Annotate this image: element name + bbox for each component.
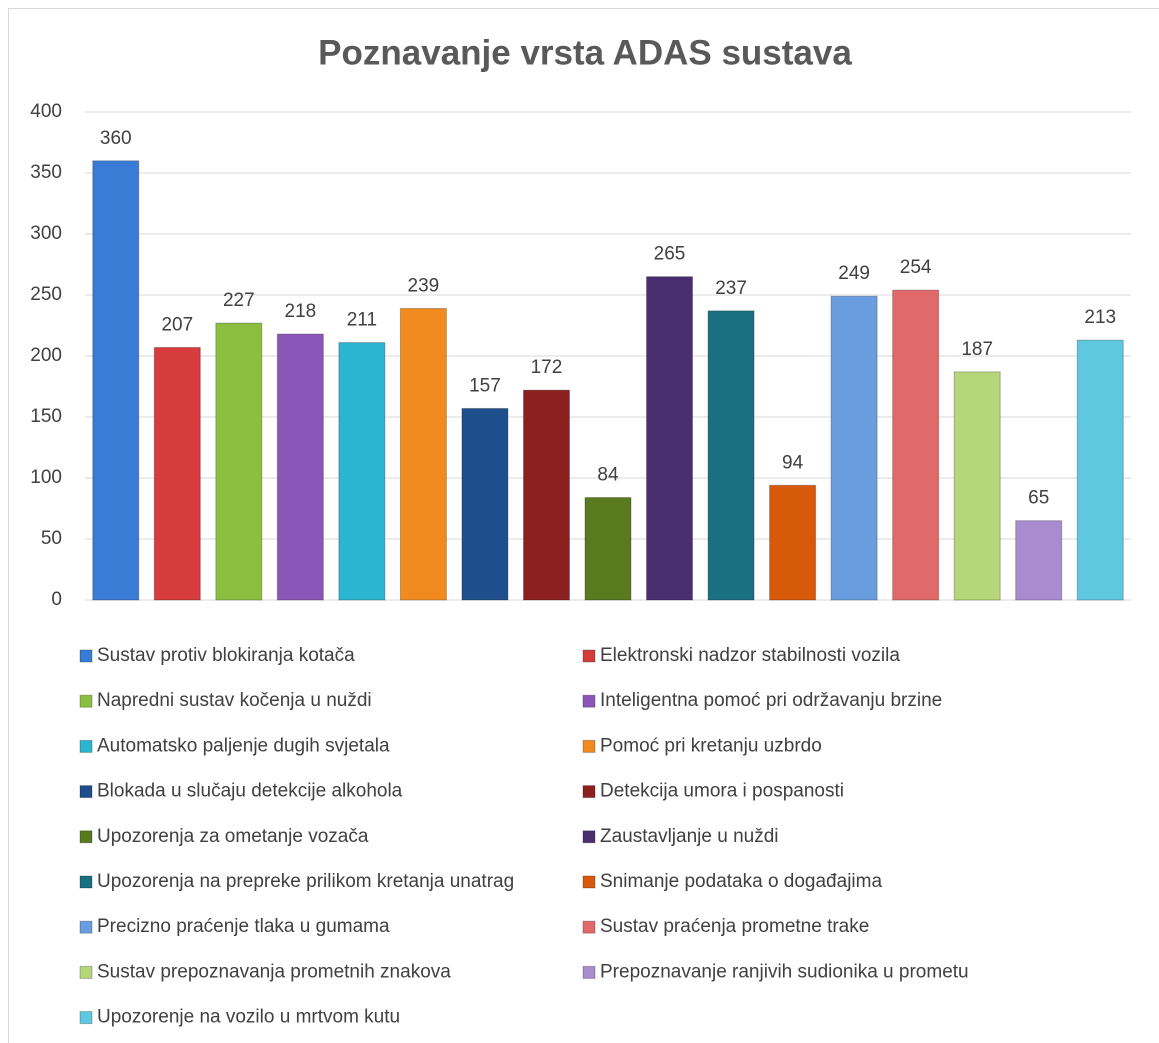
legend-label: Pomoć pri kretanju uzbrdo (600, 735, 822, 756)
data-label: 172 (531, 357, 563, 378)
legend-label: Upozorenja na prepreke prilikom kretanja… (97, 871, 514, 892)
y-tick-label: 250 (30, 284, 62, 305)
legend-swatch (582, 649, 596, 663)
data-label: 213 (1084, 307, 1116, 328)
data-label: 207 (161, 314, 193, 335)
legend-swatch (582, 785, 596, 799)
bar (584, 497, 632, 601)
data-label: 65 (1028, 488, 1049, 509)
data-label: 187 (961, 339, 993, 360)
y-tick-label: 350 (30, 162, 62, 183)
y-tick-label: 300 (30, 223, 62, 244)
legend-swatch (79, 739, 93, 753)
data-label: 254 (900, 257, 932, 278)
legend-label: Detekcija umora i pospanosti (600, 781, 844, 802)
chart-title: Poznavanje vrsta ADAS sustava (318, 33, 852, 72)
legend-label: Blokada u slučaju detekcije alkohola (97, 781, 403, 802)
data-label: 227 (223, 290, 255, 311)
legend-swatch (79, 965, 93, 979)
legend-label: Sustav praćenja prometne trake (600, 916, 869, 937)
bar (830, 295, 878, 601)
data-label: 237 (715, 278, 747, 299)
data-label: 84 (597, 465, 619, 486)
legend-swatch (582, 694, 596, 708)
y-tick-label: 400 (30, 101, 62, 122)
bar (892, 289, 940, 601)
data-label: 265 (654, 244, 686, 265)
bar (1015, 520, 1063, 601)
bar (646, 276, 694, 601)
legend-label: Inteligentna pomoć pri održavanju brzine (600, 690, 942, 711)
bar (276, 333, 324, 601)
y-tick-label: 0 (51, 589, 62, 610)
bar (769, 484, 817, 601)
legend-swatch (582, 830, 596, 844)
bar (461, 407, 509, 601)
legend-label: Sustav protiv blokiranja kotača (97, 645, 355, 666)
legend-swatch (79, 649, 93, 663)
bar (153, 346, 201, 601)
data-label: 360 (100, 128, 132, 149)
bar (92, 160, 140, 601)
legend-label: Napredni sustav kočenja u nuždi (97, 690, 372, 711)
y-tick-label: 200 (30, 345, 62, 366)
legend-label: Upozorenje na vozilo u mrtvom kutu (97, 1007, 400, 1028)
y-tick-label: 100 (30, 467, 62, 488)
y-tick-label: 150 (30, 406, 62, 427)
legend-label: Upozorenja za ometanje vozača (97, 826, 369, 847)
bar (953, 371, 1001, 601)
legend-label: Sustav prepoznavanja prometnih znakova (97, 961, 451, 982)
legend-swatch (582, 965, 596, 979)
legend-label: Prepoznavanje ranjivih sudionika u prome… (600, 961, 969, 982)
data-label: 94 (782, 452, 804, 473)
legend-swatch (582, 739, 596, 753)
legend-label: Automatsko paljenje dugih svjetala (97, 735, 390, 756)
legend-swatch (79, 920, 93, 934)
legend-label: Zaustavljanje u nuždi (600, 826, 779, 847)
legend-swatch (79, 830, 93, 844)
legend-swatch (582, 920, 596, 934)
data-label: 218 (285, 301, 317, 322)
data-label: 211 (347, 310, 377, 331)
data-label: 249 (838, 263, 870, 284)
bar (215, 322, 263, 601)
legend-label: Precizno praćenje tlaka u gumama (97, 916, 390, 937)
legend-swatch (79, 694, 93, 708)
data-label: 239 (408, 275, 440, 296)
legend-swatch (79, 1011, 93, 1025)
legend-swatch (79, 785, 93, 799)
legend-swatch (582, 875, 596, 889)
y-tick-label: 50 (41, 528, 62, 549)
bar (522, 389, 570, 601)
legend-label: Elektronski nadzor stabilnosti vozila (600, 645, 900, 666)
legend-label: Snimanje podataka o događajima (600, 871, 882, 892)
bar (707, 310, 755, 601)
bar (1076, 339, 1124, 601)
bar (338, 342, 386, 601)
bar (399, 307, 447, 601)
data-label: 157 (469, 375, 501, 396)
legend-swatch (79, 875, 93, 889)
